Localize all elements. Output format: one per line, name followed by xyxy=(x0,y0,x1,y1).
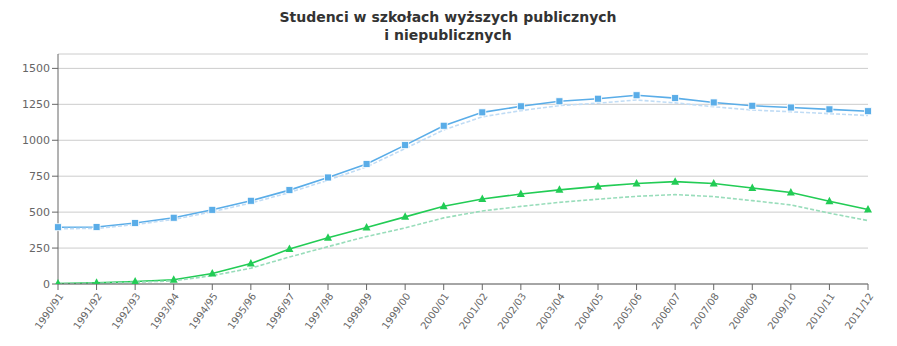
svg-text:500: 500 xyxy=(29,206,50,219)
svg-text:2008/09: 2008/09 xyxy=(727,291,760,331)
svg-text:1999/00: 1999/00 xyxy=(380,291,413,331)
html-text:Studenci w szkołach wyższych p: Studenci w szkołach wyższych publicznych… xyxy=(279,9,617,43)
svg-text:0: 0 xyxy=(43,278,50,291)
svg-text:1997/98: 1997/98 xyxy=(303,291,336,331)
svg-text:1992/93: 1992/93 xyxy=(110,291,143,331)
svg-text:2001/02: 2001/02 xyxy=(457,291,490,331)
svg-text:1500: 1500 xyxy=(22,62,50,75)
svg-text:1000: 1000 xyxy=(22,134,50,147)
svg-text:2007/08: 2007/08 xyxy=(688,291,721,331)
svg-text:2010/11: 2010/11 xyxy=(804,291,837,331)
svg-text:2002/03: 2002/03 xyxy=(495,291,528,331)
svg-text:1993/94: 1993/94 xyxy=(148,291,181,331)
svg-text:1995/96: 1995/96 xyxy=(225,291,258,331)
svg-text:2000/01: 2000/01 xyxy=(418,291,451,331)
svg-text:1991/92: 1991/92 xyxy=(71,291,104,331)
svg-text:750: 750 xyxy=(29,170,50,183)
svg-text:2005/06: 2005/06 xyxy=(611,291,644,331)
svg-text:1994/95: 1994/95 xyxy=(187,291,220,331)
svg-text:1990/91: 1990/91 xyxy=(33,291,66,331)
svg-text:2006/07: 2006/07 xyxy=(650,291,683,331)
svg-text:2011/12: 2011/12 xyxy=(843,291,876,331)
svg-text:250: 250 xyxy=(29,242,50,255)
svg-text:1998/99: 1998/99 xyxy=(341,291,374,331)
svg-text:2003/04: 2003/04 xyxy=(534,291,567,331)
svg-text:2004/05: 2004/05 xyxy=(573,291,606,331)
svg-text:1250: 1250 xyxy=(22,98,50,111)
svg-text:1996/97: 1996/97 xyxy=(264,291,297,331)
svg-text:2009/10: 2009/10 xyxy=(765,291,798,331)
